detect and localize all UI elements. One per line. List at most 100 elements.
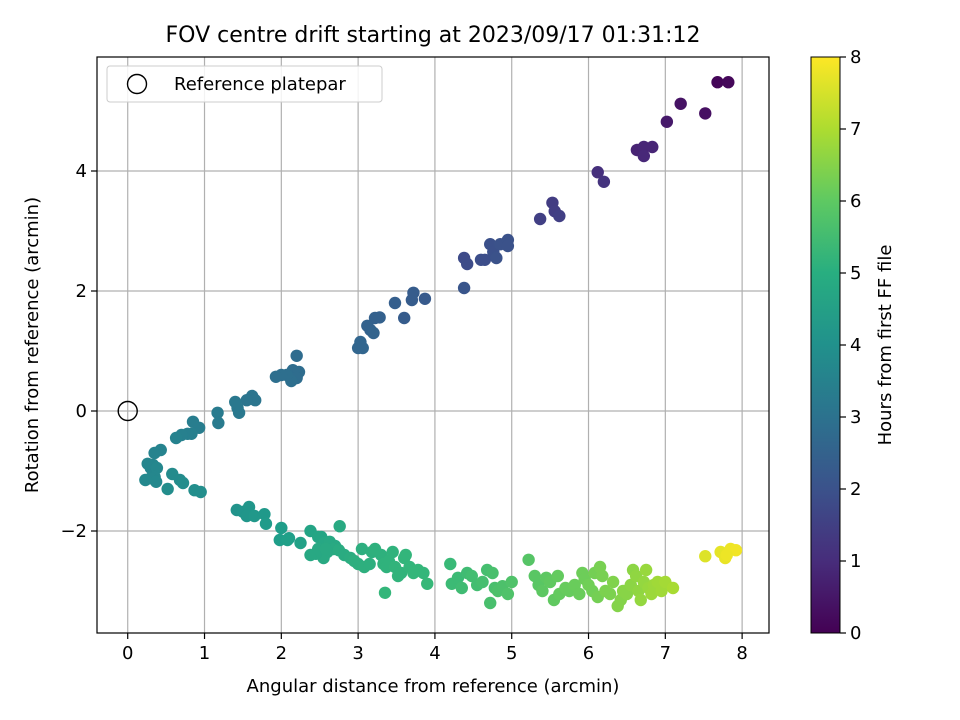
scatter-point bbox=[501, 239, 515, 253]
scatter-point bbox=[148, 446, 161, 460]
x-tick-label: 5 bbox=[506, 643, 517, 664]
scatter-point bbox=[573, 587, 586, 601]
scatter-point bbox=[711, 76, 724, 89]
y-tick-label: 2 bbox=[76, 281, 87, 302]
scatter-point bbox=[606, 575, 620, 589]
colorbar-tick-label: 5 bbox=[850, 263, 861, 284]
scatter-point bbox=[149, 475, 163, 488]
scatter-point bbox=[407, 286, 420, 299]
scatter-point bbox=[551, 569, 564, 583]
x-tick-label: 3 bbox=[352, 643, 363, 664]
scatter-point bbox=[486, 566, 499, 580]
scatter-point bbox=[363, 557, 376, 571]
plot-frame bbox=[96, 56, 770, 634]
x-tick-label: 7 bbox=[660, 643, 671, 664]
scatter-point bbox=[141, 457, 154, 470]
scatter-point bbox=[211, 406, 224, 419]
x-tick-label: 8 bbox=[736, 643, 747, 664]
y-tick-label: 4 bbox=[76, 161, 87, 182]
scatter-point bbox=[465, 569, 478, 583]
scatter-point bbox=[451, 571, 465, 584]
scatter-point bbox=[378, 586, 392, 599]
colorbar: 0 1 2 3 4 5 6 7 8 Hours from first FF file bbox=[810, 47, 896, 644]
scatter-point bbox=[722, 76, 735, 89]
colorbar-label: Hours from first FF file bbox=[875, 245, 896, 446]
legend-box bbox=[106, 65, 383, 103]
scatter-point bbox=[319, 542, 333, 556]
reference-marker bbox=[117, 400, 138, 422]
y-gridlines bbox=[97, 170, 769, 532]
scatter-point bbox=[674, 97, 687, 111]
colorbar-tick-label: 1 bbox=[850, 551, 861, 572]
y-axis-ticks: −2 0 2 4 bbox=[60, 161, 97, 542]
colorbar-tick-label: 8 bbox=[850, 47, 861, 68]
scatter-point bbox=[399, 548, 412, 562]
scatter-point bbox=[460, 257, 474, 271]
scatter-point bbox=[476, 575, 489, 589]
scatter-point bbox=[139, 473, 152, 487]
colorbar-tick-label: 6 bbox=[850, 191, 861, 212]
colorbar-tick-label: 0 bbox=[850, 623, 861, 644]
scatter-point bbox=[388, 296, 402, 310]
scatter-point bbox=[186, 415, 200, 428]
x-tick-label: 6 bbox=[583, 643, 594, 664]
scatter-point bbox=[355, 542, 369, 556]
scatter-point bbox=[484, 596, 497, 610]
scatter-point bbox=[637, 149, 651, 163]
x-axis-label: Angular distance from reference (arcmin) bbox=[247, 676, 620, 697]
x-tick-label: 1 bbox=[199, 643, 210, 664]
reference-point-marker bbox=[117, 400, 138, 422]
scatter-point bbox=[398, 311, 411, 325]
colorbar-tick-label: 3 bbox=[850, 407, 861, 428]
scatter-point bbox=[660, 115, 674, 128]
scatter-point bbox=[417, 566, 430, 580]
scatter-point bbox=[720, 548, 733, 562]
scatter-point bbox=[232, 406, 246, 419]
scatter-point bbox=[333, 520, 346, 533]
scatter-point bbox=[553, 209, 566, 223]
scatter-point bbox=[418, 292, 432, 305]
scatter-point bbox=[290, 349, 303, 362]
legend-entry-label: Reference platepar bbox=[174, 74, 346, 95]
scatter-point bbox=[597, 175, 611, 188]
colorbar-tick-label: 2 bbox=[850, 479, 861, 500]
scatter-point bbox=[501, 587, 515, 601]
scatter-point bbox=[603, 587, 617, 601]
legend-marker-open-circle bbox=[126, 73, 148, 95]
scatter-point bbox=[596, 569, 609, 583]
scatter-point bbox=[259, 517, 273, 530]
scatter-point bbox=[591, 166, 604, 179]
y-tick-label: −2 bbox=[60, 521, 87, 542]
x-axis-ticks: 0 1 2 3 4 5 6 7 8 bbox=[122, 633, 748, 664]
scatter-points bbox=[139, 76, 743, 613]
scatter-point bbox=[666, 581, 680, 595]
scatter-point bbox=[639, 563, 653, 577]
scatter-point bbox=[444, 557, 457, 571]
x-tick-label: 4 bbox=[429, 643, 440, 664]
legend: Reference platepar bbox=[106, 65, 383, 103]
scatter-point bbox=[194, 485, 207, 499]
scatter-point bbox=[474, 253, 488, 266]
scatter-point bbox=[505, 575, 518, 589]
scatter-point bbox=[281, 533, 294, 547]
colorbar-gradient bbox=[810, 56, 841, 634]
scatter-point bbox=[240, 394, 253, 407]
colorbar-tick-label: 7 bbox=[850, 119, 861, 140]
scatter-point bbox=[294, 536, 307, 550]
scatter-point bbox=[269, 370, 283, 383]
scatter-point bbox=[522, 553, 535, 566]
scatter-point bbox=[356, 341, 369, 355]
scatter-point bbox=[212, 416, 225, 430]
x-tick-label: 0 bbox=[122, 643, 133, 664]
y-tick-label: 0 bbox=[76, 401, 87, 422]
scatter-point bbox=[169, 431, 183, 445]
scatter-point bbox=[646, 140, 659, 154]
scatter-point bbox=[161, 482, 174, 496]
scatter-point bbox=[634, 593, 647, 607]
x-gridlines bbox=[127, 57, 743, 633]
scatter-point bbox=[457, 281, 471, 295]
scatter-point bbox=[455, 581, 468, 595]
y-axis-label: Rotation from reference (arcmin) bbox=[22, 197, 43, 493]
scatter-point bbox=[386, 545, 399, 559]
